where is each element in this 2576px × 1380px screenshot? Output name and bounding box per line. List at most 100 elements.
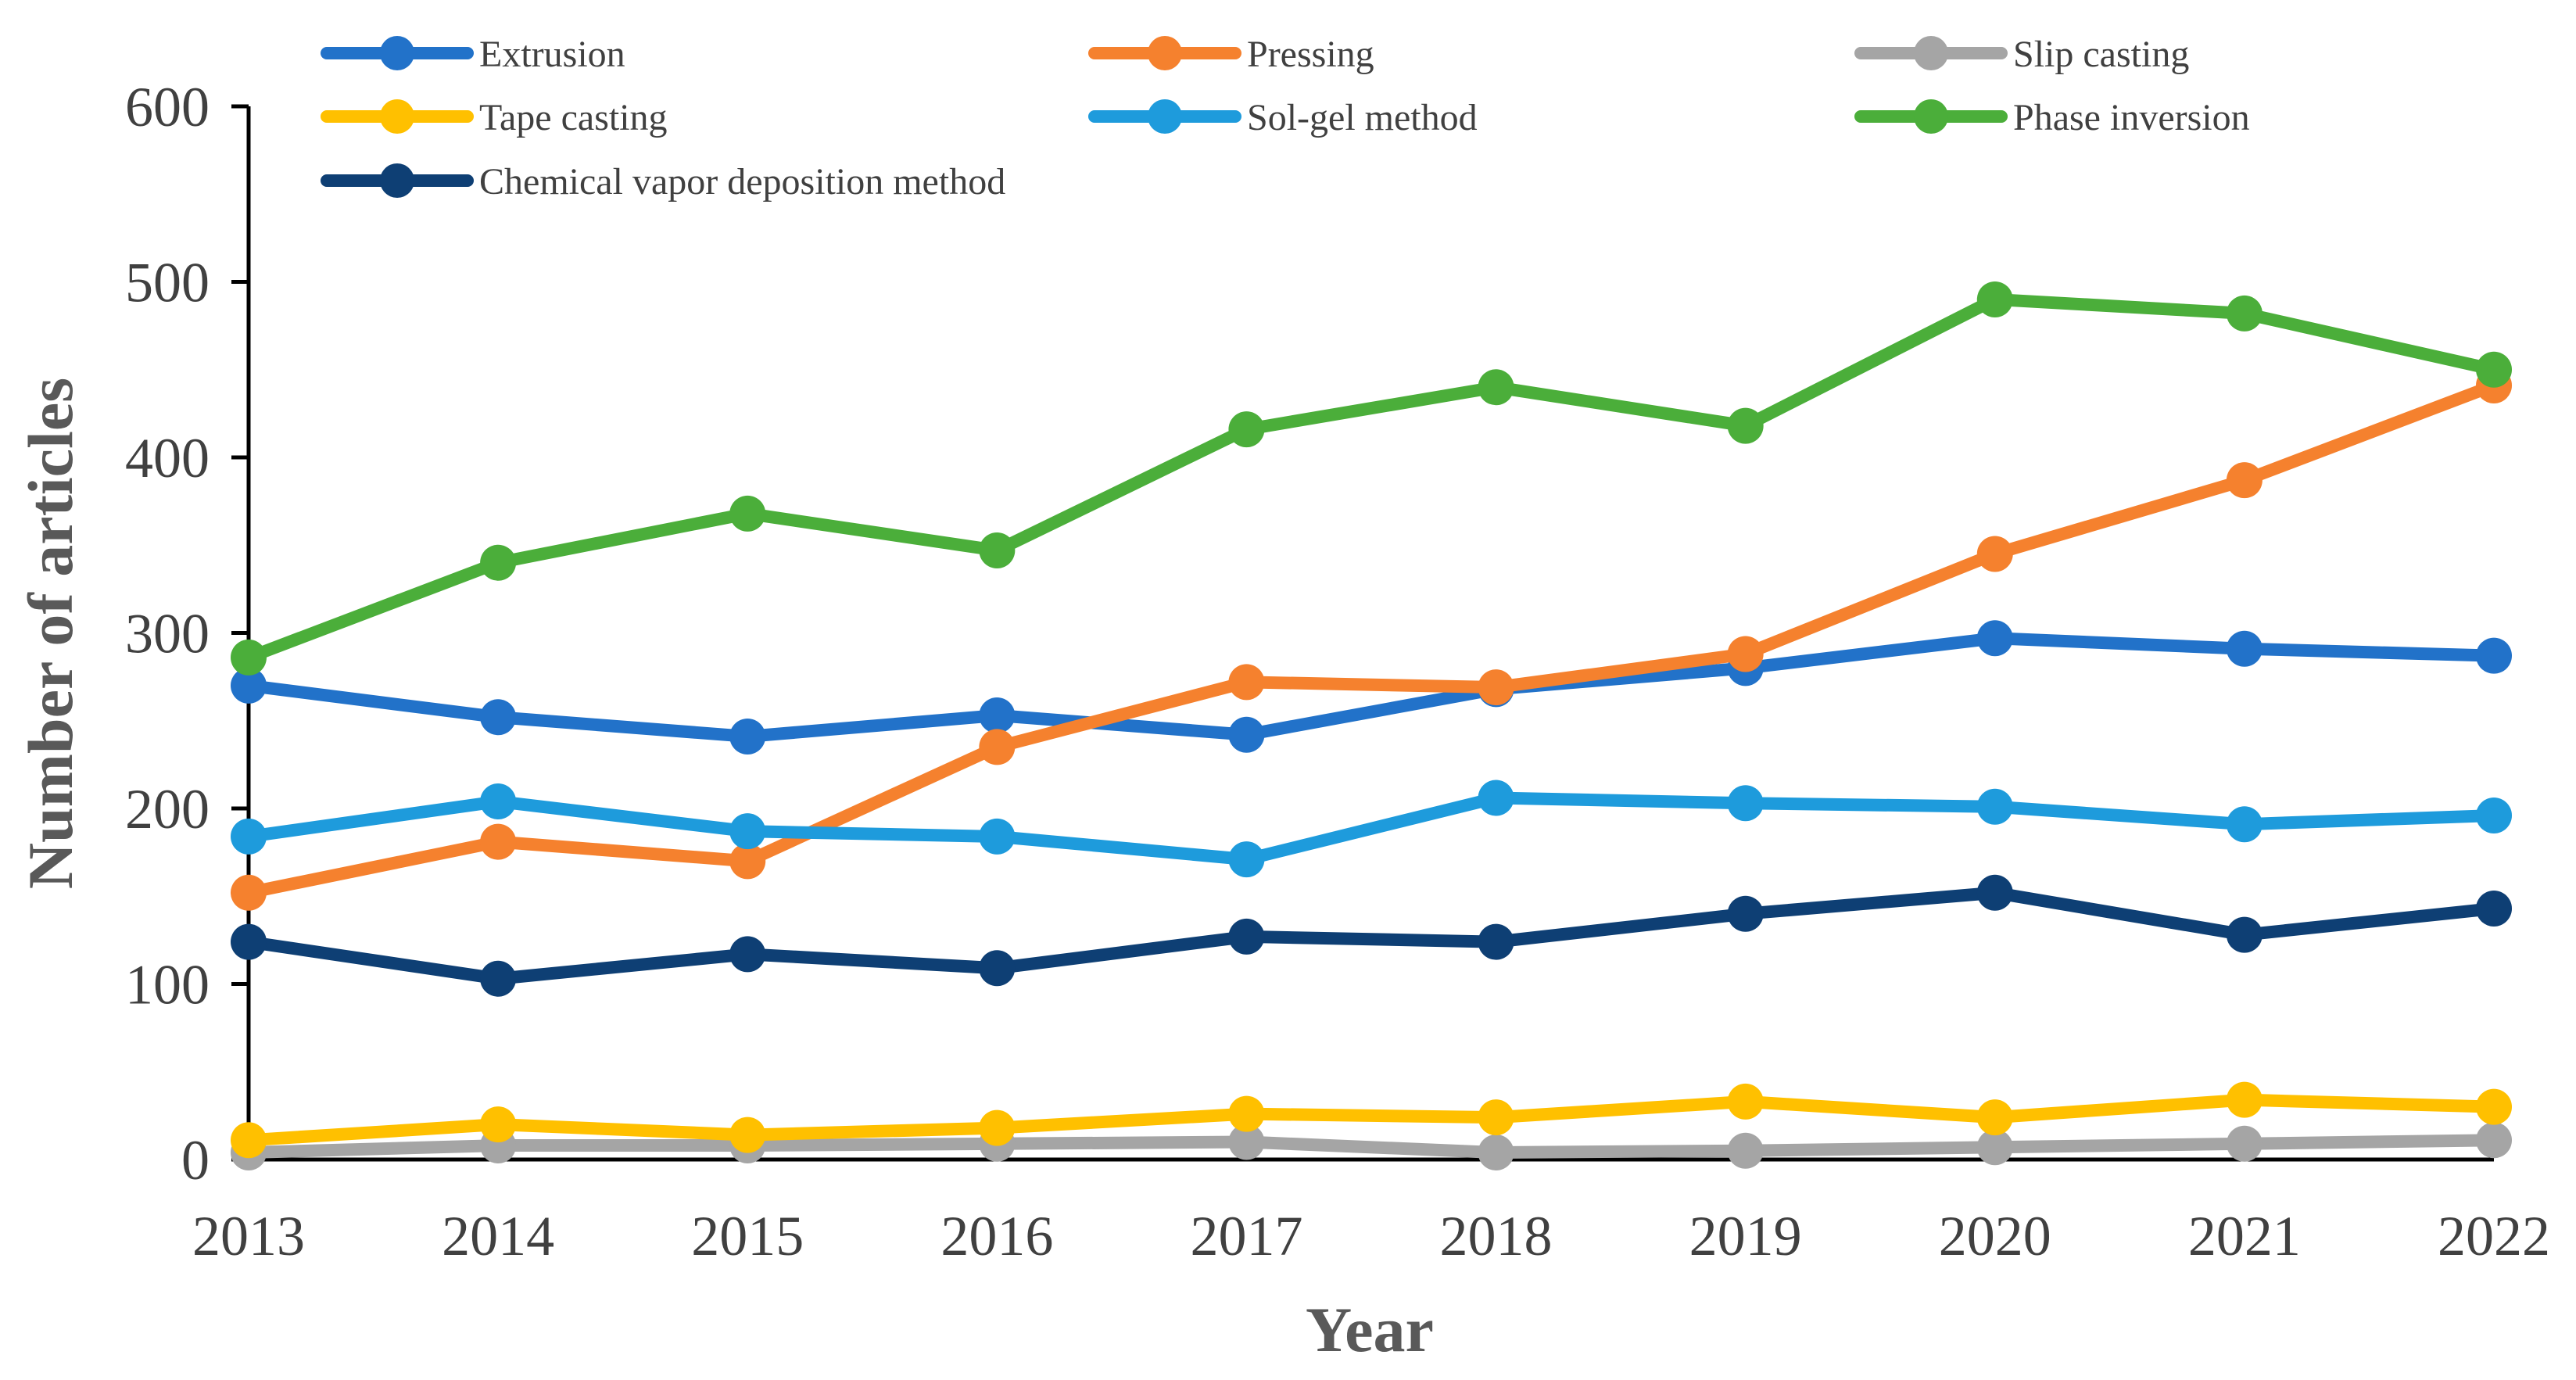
data-point [1228, 411, 1265, 448]
data-point [1976, 536, 2013, 572]
data-point [1727, 785, 1764, 822]
x-tick-label: 2022 [2438, 1205, 2550, 1267]
series-line [242, 632, 2500, 743]
legend-label: Pressing [1247, 34, 1374, 75]
legend: Extrusion Pressing Slip casting Tape castin… [321, 34, 2250, 203]
legend-marker [380, 99, 414, 134]
data-point [729, 936, 766, 973]
x-tick-label: 2014 [442, 1205, 554, 1267]
data-point [480, 1106, 517, 1143]
data-point [1727, 1132, 1764, 1169]
series-line [242, 1134, 2500, 1160]
data-point [1976, 788, 2013, 825]
data-point [729, 1117, 766, 1153]
y-tick-label: 100 [125, 954, 210, 1016]
series-chemical-vapor-deposition-method [231, 874, 2512, 997]
data-point [231, 874, 267, 911]
legend-marker [380, 163, 414, 198]
data-point [231, 818, 267, 855]
data-point [2476, 797, 2512, 833]
x-tick-label: 2021 [2188, 1205, 2301, 1267]
series-line [242, 292, 2500, 664]
data-point [480, 699, 517, 736]
legend-item: Pressing [1088, 34, 1374, 75]
data-point [1976, 1099, 2013, 1136]
data-point [2226, 1081, 2263, 1118]
data-point [1228, 918, 1265, 955]
data-point [1478, 369, 1514, 406]
data-point [2476, 351, 2512, 388]
data-point [1976, 1129, 2013, 1166]
data-point [231, 923, 267, 960]
data-point [979, 818, 1016, 855]
data-point [2476, 890, 2512, 927]
legend-item: Sol-gel method [1088, 97, 1478, 138]
data-point [231, 1122, 267, 1159]
data-point [1478, 669, 1514, 706]
data-point [231, 667, 267, 704]
data-point [1976, 874, 2013, 911]
legend-label: Extrusion [479, 34, 625, 75]
series-phase-inversion [231, 281, 2512, 676]
series-extrusion [231, 620, 2512, 755]
data-point [979, 729, 1016, 765]
data-point [1727, 407, 1764, 444]
legend-label: Sol-gel method [1247, 97, 1478, 138]
x-axis-title: Year [1306, 1294, 1434, 1365]
data-point [2226, 916, 2263, 953]
y-axis-title: Number of articles [15, 378, 86, 889]
data-point [979, 532, 1016, 568]
data-point [2476, 1122, 2512, 1159]
legend-item: Phase inversion [1854, 97, 2250, 138]
x-tick-label: 2015 [691, 1205, 804, 1267]
legend-marker [1148, 36, 1182, 70]
data-point [2476, 1088, 2512, 1125]
data-point [2226, 806, 2263, 843]
series-line [242, 378, 2500, 899]
y-tick-label: 600 [125, 76, 210, 138]
data-point [1228, 841, 1265, 878]
x-tick-label: 2020 [1939, 1205, 2051, 1267]
data-point [1976, 620, 2013, 657]
data-point [2226, 630, 2263, 667]
data-point [979, 697, 1016, 734]
data-point [729, 843, 766, 880]
data-point [1727, 895, 1764, 932]
data-point [2476, 637, 2512, 674]
legend-label: Slip casting [2013, 34, 2189, 75]
data-point [1727, 1083, 1764, 1120]
data-point [1727, 636, 1764, 672]
y-tick-label: 0 [181, 1129, 210, 1192]
x-tick-label: 2017 [1190, 1205, 1302, 1267]
data-point [1228, 1095, 1265, 1132]
data-point [979, 950, 1016, 987]
y-tick-label: 500 [125, 252, 210, 314]
data-point [1228, 664, 1265, 701]
y-tick-label: 300 [125, 603, 210, 665]
legend-marker [1914, 99, 1948, 134]
data-point [480, 960, 517, 997]
x-tick-label: 2019 [1689, 1205, 1802, 1267]
series-line [242, 791, 2500, 866]
series-line [242, 1093, 2500, 1147]
data-point [2226, 295, 2263, 332]
legend-item: Tape casting [321, 97, 668, 138]
data-point [1228, 716, 1265, 753]
data-point [729, 495, 766, 532]
series-line [242, 886, 2500, 985]
series-layer [231, 281, 2512, 1171]
legend-label: Phase inversion [2013, 97, 2250, 138]
data-point [1976, 281, 2013, 317]
x-tick-label: 2018 [1440, 1205, 1553, 1267]
x-tick-label: 2013 [192, 1205, 305, 1267]
data-point [480, 823, 517, 860]
legend-item: Slip casting [1854, 34, 2189, 75]
legend-item: Extrusion [321, 34, 625, 75]
data-point [480, 783, 517, 820]
data-point [1228, 1124, 1265, 1160]
data-point [1478, 1099, 1514, 1136]
legend-marker [1914, 36, 1948, 70]
data-point [1478, 780, 1514, 816]
